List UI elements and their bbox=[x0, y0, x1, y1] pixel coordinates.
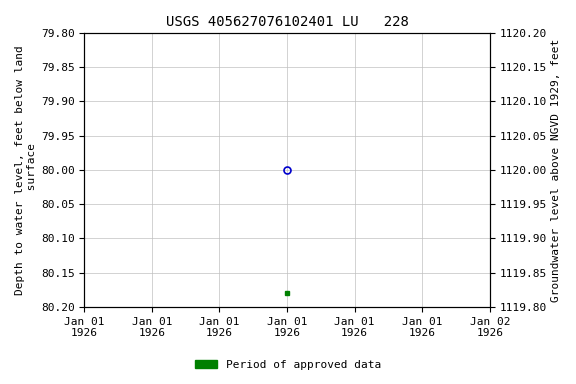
Y-axis label: Depth to water level, feet below land
 surface: Depth to water level, feet below land su… bbox=[15, 45, 37, 295]
Legend: Period of approved data: Period of approved data bbox=[191, 356, 385, 375]
Y-axis label: Groundwater level above NGVD 1929, feet: Groundwater level above NGVD 1929, feet bbox=[551, 38, 561, 301]
Title: USGS 405627076102401 LU   228: USGS 405627076102401 LU 228 bbox=[166, 15, 408, 29]
